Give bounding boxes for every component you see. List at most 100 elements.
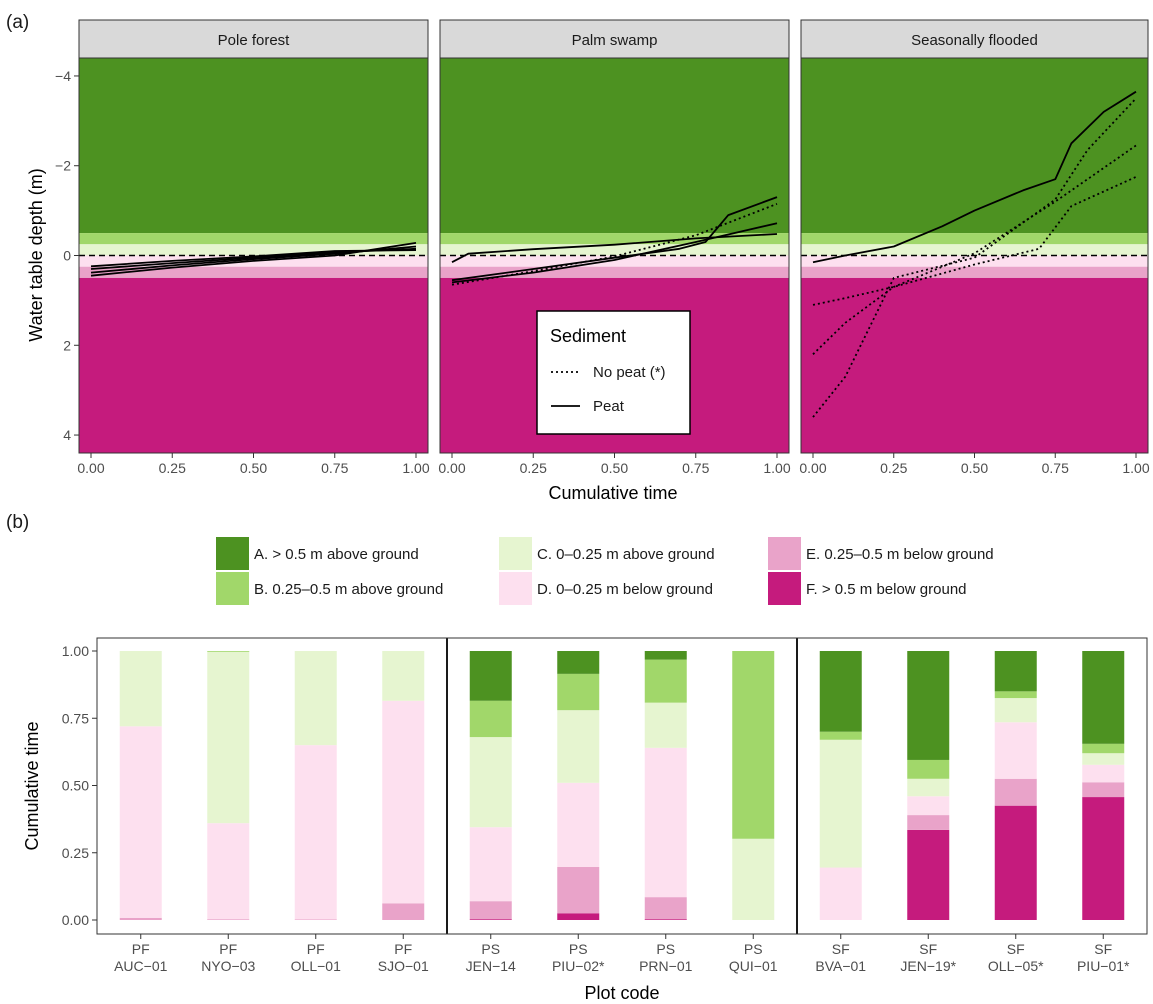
sediment-legend: Sediment No peat (*) Peat [536, 310, 691, 435]
y-tick-label: 0.25 [62, 845, 89, 861]
band-B [440, 233, 789, 245]
bar-segment-B [907, 759, 950, 779]
x-tick-label: 0.00 [77, 460, 104, 476]
legend-swatch-C [499, 537, 532, 570]
bar-segment-A [557, 651, 600, 674]
bar-segment-D [469, 827, 512, 902]
plot-border [96, 637, 1148, 935]
bar-segment-B [644, 659, 687, 703]
y-axis-title: Water table depth (m) [26, 168, 46, 341]
band-C [440, 244, 789, 256]
bar-segment-C [644, 702, 687, 748]
bar-segment-C [732, 838, 775, 920]
bar-segment-B [469, 700, 512, 738]
bar-segment-A [819, 651, 862, 732]
bar-segment-E [994, 778, 1037, 806]
bar-segment-C [1082, 753, 1125, 765]
band-A [79, 58, 428, 234]
x-tick-label-group: PS [744, 941, 763, 957]
legend-entry-C: C. 0–0.25 m above ground [499, 537, 715, 570]
bar-segment-F [994, 805, 1037, 920]
bar-ps-qui-01 [732, 651, 775, 920]
bar-ps-prn-01 [644, 651, 687, 920]
series-line-peat [812, 90, 1137, 264]
legend-swatch-D [499, 572, 532, 605]
bar-segment-E [207, 919, 250, 920]
band-B [79, 233, 428, 245]
bar-pf-sjo-01 [382, 651, 425, 920]
bar-segment-E [644, 897, 687, 920]
bar-segment-E [907, 815, 950, 830]
y-tick-label: 0.50 [62, 778, 89, 794]
legend-label-D: D. 0–0.25 m below ground [537, 581, 713, 598]
bar-sf-oll-05 [994, 651, 1037, 920]
x-tick-label-group: PS [656, 941, 675, 957]
x-tick-label: 1.00 [1122, 460, 1149, 476]
y-tick-label: 2 [63, 337, 71, 353]
bar-segment-D [557, 782, 600, 868]
legend-entry-A: A. > 0.5 m above ground [216, 537, 419, 570]
band-B [801, 233, 1148, 245]
x-tick-label-group: PS [569, 941, 588, 957]
legend-entry-label: Peat [593, 398, 625, 415]
band-E [801, 266, 1148, 278]
bar-segment-C [994, 698, 1037, 723]
x-tick-label-group: PF [394, 941, 412, 957]
legend-entry-B: B. 0.25–0.5 m above ground [216, 572, 443, 605]
bar-ps-jen-14 [469, 651, 512, 920]
band-D [801, 255, 1148, 267]
bar-segment-E [1082, 782, 1125, 798]
x-tick-label: 0.50 [240, 460, 267, 476]
x-tick-label: 1.00 [402, 460, 429, 476]
band-D [440, 255, 789, 267]
bar-segment-B [207, 651, 250, 652]
bar-sf-jen-19 [907, 651, 950, 920]
x-tick-label-group: SF [1007, 941, 1025, 957]
x-tick-label-plot: AUC−01 [114, 958, 168, 974]
panel-label-b: (b) [6, 512, 29, 533]
facet-strip [800, 19, 1149, 59]
bar-pf-oll-01 [294, 651, 337, 920]
bar-segment-C [469, 737, 512, 828]
band-C [79, 244, 428, 256]
facet-strip-label: Palm swamp [572, 32, 658, 49]
bar-segment-B [819, 731, 862, 740]
x-tick-label: 0.75 [682, 460, 709, 476]
x-tick-label: 0.50 [601, 460, 628, 476]
x-axis-title: Cumulative time [548, 483, 677, 503]
panel-b-bar-chart: PFAUC−01PFNYO−03PFOLL−01PFSJO−01PSJEN−14… [22, 637, 1148, 1003]
x-tick-label-group: PF [219, 941, 237, 957]
x-tick-label: 0.25 [880, 460, 907, 476]
panel-a-line-chart: Pole forest 0.00 0.25 0.50 0.75 1.00 −4 −2 0 2 4 Pa… [26, 19, 1150, 503]
bar-segment-C [907, 778, 950, 797]
bar-segment-E [119, 917, 162, 920]
legend-label-C: C. 0–0.25 m above ground [537, 546, 715, 563]
x-tick-label-group: SF [1094, 941, 1112, 957]
x-tick-label-plot: NYO−03 [201, 958, 255, 974]
x-tick-label-plot: PRN−01 [639, 958, 693, 974]
bar-segment-C [294, 651, 337, 746]
facet-strip [78, 19, 429, 59]
y-tick-label: 0 [63, 248, 71, 264]
bar-segment-D [119, 726, 162, 918]
bar-sf-piu-01 [1082, 651, 1125, 920]
bar-segment-E [469, 901, 512, 920]
facet-strip [439, 19, 790, 59]
bar-segment-A [469, 651, 512, 701]
bar-segment-A [644, 651, 687, 660]
y-axis-title: Cumulative time [22, 721, 42, 850]
legend-label-B: B. 0.25–0.5 m above ground [254, 581, 443, 598]
y-tick-label: −2 [55, 158, 71, 174]
legend-swatch-E [768, 537, 801, 570]
bar-segment-D [644, 747, 687, 898]
bar-segment-C [382, 651, 425, 701]
x-tick-label-group: SF [832, 941, 850, 957]
legend-entry-E: E. 0.25–0.5 m below ground [768, 537, 994, 570]
x-tick-label-plot: JEN−19* [900, 958, 956, 974]
x-tick-label-group: SF [919, 941, 937, 957]
y-tick-label: 4 [63, 427, 71, 443]
legend-box [536, 310, 691, 435]
x-tick-label-plot: SJO−01 [378, 958, 429, 974]
x-tick-label-plot: OLL−05* [988, 958, 1044, 974]
